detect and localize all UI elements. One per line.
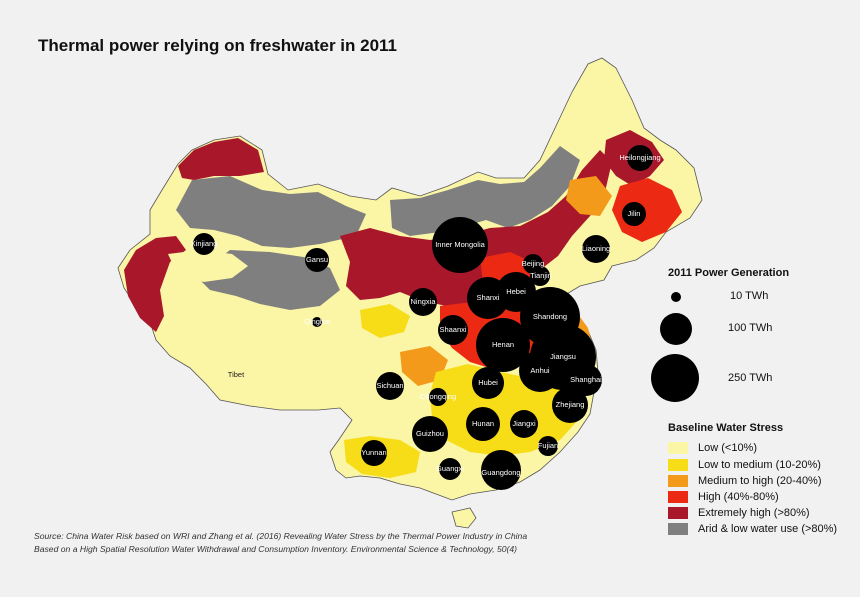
label-zhejiang: Zhejiang xyxy=(556,400,585,409)
hainan-island xyxy=(451,507,477,529)
extreme-stress-xinjiang-north xyxy=(178,138,264,180)
bubble-hunan xyxy=(466,407,500,441)
bubble-anhui xyxy=(519,350,561,392)
bubble-tianjin xyxy=(530,266,550,286)
label-jiangxi: Jiangxi xyxy=(512,419,536,428)
bubble-hubei xyxy=(472,367,504,399)
bubble-heilongjiang xyxy=(627,145,653,171)
stress-legend-item-medium-high: Medium to high (20-40%) xyxy=(668,474,822,488)
label-shanxi: Shanxi xyxy=(477,293,500,302)
bubble-zhejiang xyxy=(552,387,588,423)
stress-swatch-low-medium xyxy=(668,459,688,471)
low-stress-dzungaria xyxy=(168,250,248,282)
bubble-ningxia xyxy=(409,288,437,316)
label-ningxia: Ningxia xyxy=(410,297,436,306)
province-labels: Xinjiang Gansu Inner Mongolia Heilongjia… xyxy=(191,153,661,477)
stress-legend-item-arid: Arid & low water use (>80%) xyxy=(668,522,837,536)
label-shaanxi: Shaanxi xyxy=(439,325,466,334)
bubble-guangdong xyxy=(481,450,521,490)
low-medium-stress-north xyxy=(360,304,410,338)
bubble-gansu xyxy=(305,248,329,272)
label-shanghai: Shanghai xyxy=(570,375,602,384)
power-legend-dot-small xyxy=(671,292,681,302)
source-line-2: Based on a High Spatial Resolution Water… xyxy=(34,544,518,554)
bubble-fujian xyxy=(538,436,558,456)
label-chongqing: Chongqing xyxy=(420,392,456,401)
stress-label-low: Low (<10%) xyxy=(698,442,758,454)
label-henan: Henan xyxy=(492,340,514,349)
power-legend-dot-medium xyxy=(660,313,692,345)
label-inner-mongolia: Inner Mongolia xyxy=(435,240,485,249)
label-heilongjiang: Heilongjiang xyxy=(619,153,660,162)
source-note: Source: China Water Risk based on WRI an… xyxy=(34,530,554,556)
stress-label-arid: Arid & low water use (>80%) xyxy=(698,523,838,535)
power-legend-label-small: 10 TWh xyxy=(730,290,769,302)
arid-region-tarim xyxy=(176,176,366,248)
bubble-jiangxi xyxy=(510,410,538,438)
stress-swatch-arid xyxy=(668,523,688,535)
label-jilin: Jilin xyxy=(628,209,641,218)
extreme-stress-xinjiang-west xyxy=(124,236,186,332)
label-qinghai: Qinghai xyxy=(304,317,330,326)
label-anhui: Anhui xyxy=(530,366,550,375)
stress-legend-title: Baseline Water Stress xyxy=(668,422,784,434)
stress-legend-item-high: High (40%-80%) xyxy=(668,490,779,504)
bubble-sichuan xyxy=(376,372,404,400)
label-hubei: Hubei xyxy=(478,378,498,387)
power-legend-label-large: 250 TWh xyxy=(728,372,773,384)
label-tibet: Tibet xyxy=(228,370,245,379)
label-xinjiang: Xinjiang xyxy=(191,239,218,248)
stress-swatch-extremely-high xyxy=(668,507,688,519)
label-shandong: Shandong xyxy=(533,312,567,321)
extreme-stress-northchina xyxy=(340,150,612,306)
stress-legend-item-extremely-high: Extremely high (>80%) xyxy=(668,506,810,520)
bubble-yunnan xyxy=(361,440,387,466)
label-guizhou: Guizhou xyxy=(416,429,444,438)
stress-legend-item-low-medium: Low to medium (10-20%) xyxy=(668,458,821,472)
bubble-qinghai xyxy=(312,317,322,327)
stress-legend-item-low: Low (<10%) xyxy=(668,441,757,455)
label-hebei: Hebei xyxy=(506,287,526,296)
label-beijing: Beijing xyxy=(522,259,545,268)
bubble-shanghai xyxy=(570,364,602,396)
label-tianjin: Tianjin xyxy=(530,271,552,280)
label-liaoning: Liaoning xyxy=(582,244,610,253)
label-fujian: Fujian xyxy=(538,441,558,450)
label-gansu: Gansu xyxy=(306,255,328,264)
stress-swatch-low xyxy=(668,442,688,454)
label-guangdong: Guangdong xyxy=(481,468,520,477)
bubble-shanxi xyxy=(467,277,509,319)
medium-high-stress-northeast xyxy=(566,176,612,216)
label-yunnan: Yunnan xyxy=(361,448,386,457)
stress-label-extremely-high: Extremely high (>80%) xyxy=(698,507,810,519)
high-stress-northeast xyxy=(612,178,682,242)
bubble-inner-mongolia xyxy=(432,217,488,273)
bubble-guizhou xyxy=(412,416,448,452)
bubble-shaanxi xyxy=(438,315,468,345)
label-hunan: Hunan xyxy=(472,419,494,428)
arid-region-north xyxy=(390,146,580,236)
label-sichuan: Sichuan xyxy=(376,381,403,390)
bubble-guangxi xyxy=(439,458,461,480)
bubble-xinjiang xyxy=(193,233,215,255)
power-legend-label-medium: 100 TWh xyxy=(728,322,773,334)
stress-label-low-medium: Low to medium (10-20%) xyxy=(698,459,821,471)
label-guangxi: Guangxi xyxy=(436,464,464,473)
stress-swatch-high xyxy=(668,491,688,503)
power-bubbles xyxy=(193,145,653,490)
stress-label-medium-high: Medium to high (20-40%) xyxy=(698,475,822,487)
bubble-chongqing xyxy=(429,388,447,406)
power-legend-dot-large xyxy=(651,354,699,402)
map-title: Thermal power relying on freshwater in 2… xyxy=(38,36,398,55)
bubble-liaoning xyxy=(582,235,610,263)
bubble-henan xyxy=(476,318,530,372)
power-legend-title: 2011 Power Generation xyxy=(668,267,790,279)
stress-swatch-medium-high xyxy=(668,475,688,487)
stress-label-high: High (40%-80%) xyxy=(698,491,779,503)
source-line-1: Source: China Water Risk based on WRI an… xyxy=(34,531,528,541)
label-jiangsu: Jiangsu xyxy=(550,352,576,361)
bubble-jilin xyxy=(622,202,646,226)
